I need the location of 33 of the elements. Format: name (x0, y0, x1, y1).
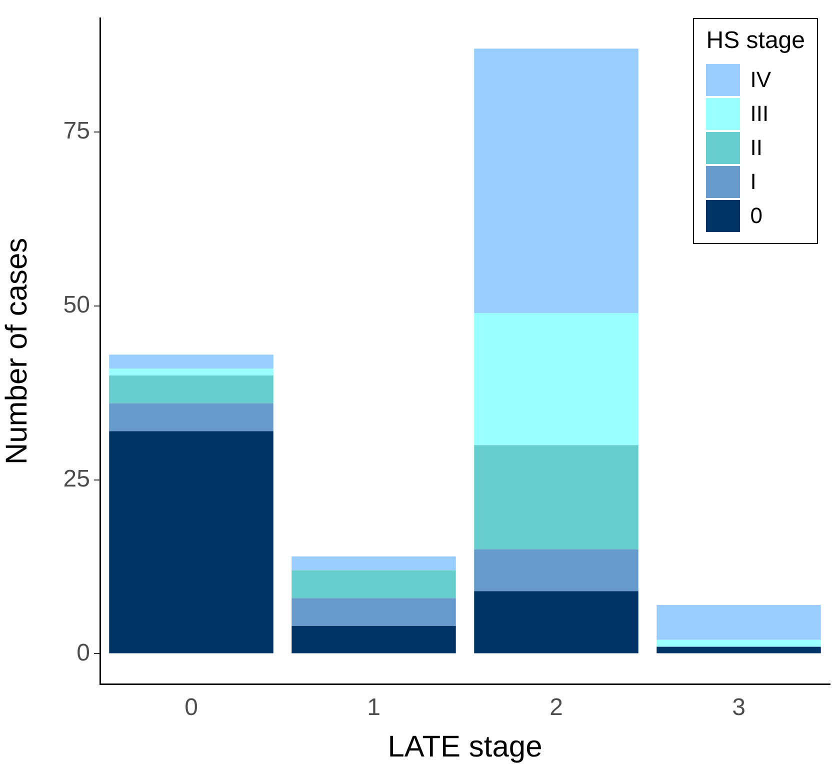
bar (474, 312, 638, 446)
bar (292, 598, 456, 626)
bar (292, 556, 456, 570)
y-tick-label: 0 (76, 639, 90, 666)
bar (109, 403, 274, 432)
x-tick-label: 0 (184, 694, 198, 722)
bar (656, 605, 821, 640)
legend-title: HS stage (706, 27, 805, 55)
bar (292, 570, 456, 598)
y-axis-title: Number of cases (0, 238, 34, 465)
bar (474, 48, 638, 313)
bar (109, 431, 274, 654)
x-axis-title: LATE stage (388, 730, 542, 764)
bar (109, 354, 274, 369)
bar (292, 626, 456, 654)
x-tick-label: 1 (367, 694, 380, 722)
y-tick-label: 50 (63, 292, 90, 319)
bar (656, 646, 821, 654)
bar (109, 376, 274, 404)
legend-label: I (750, 169, 756, 195)
bar (474, 549, 638, 592)
legend-label: II (750, 135, 763, 161)
bar (656, 640, 821, 647)
bar (474, 445, 638, 550)
legend-label: 0 (750, 203, 763, 229)
legend-label: III (750, 101, 769, 127)
bar (109, 368, 274, 376)
bar (474, 591, 638, 654)
y-tick-label: 75 (63, 118, 90, 145)
y-tick-label: 25 (63, 465, 90, 492)
legend-label: IV (750, 67, 772, 93)
x-tick-label: 3 (732, 694, 746, 722)
x-tick-label: 2 (550, 694, 563, 722)
